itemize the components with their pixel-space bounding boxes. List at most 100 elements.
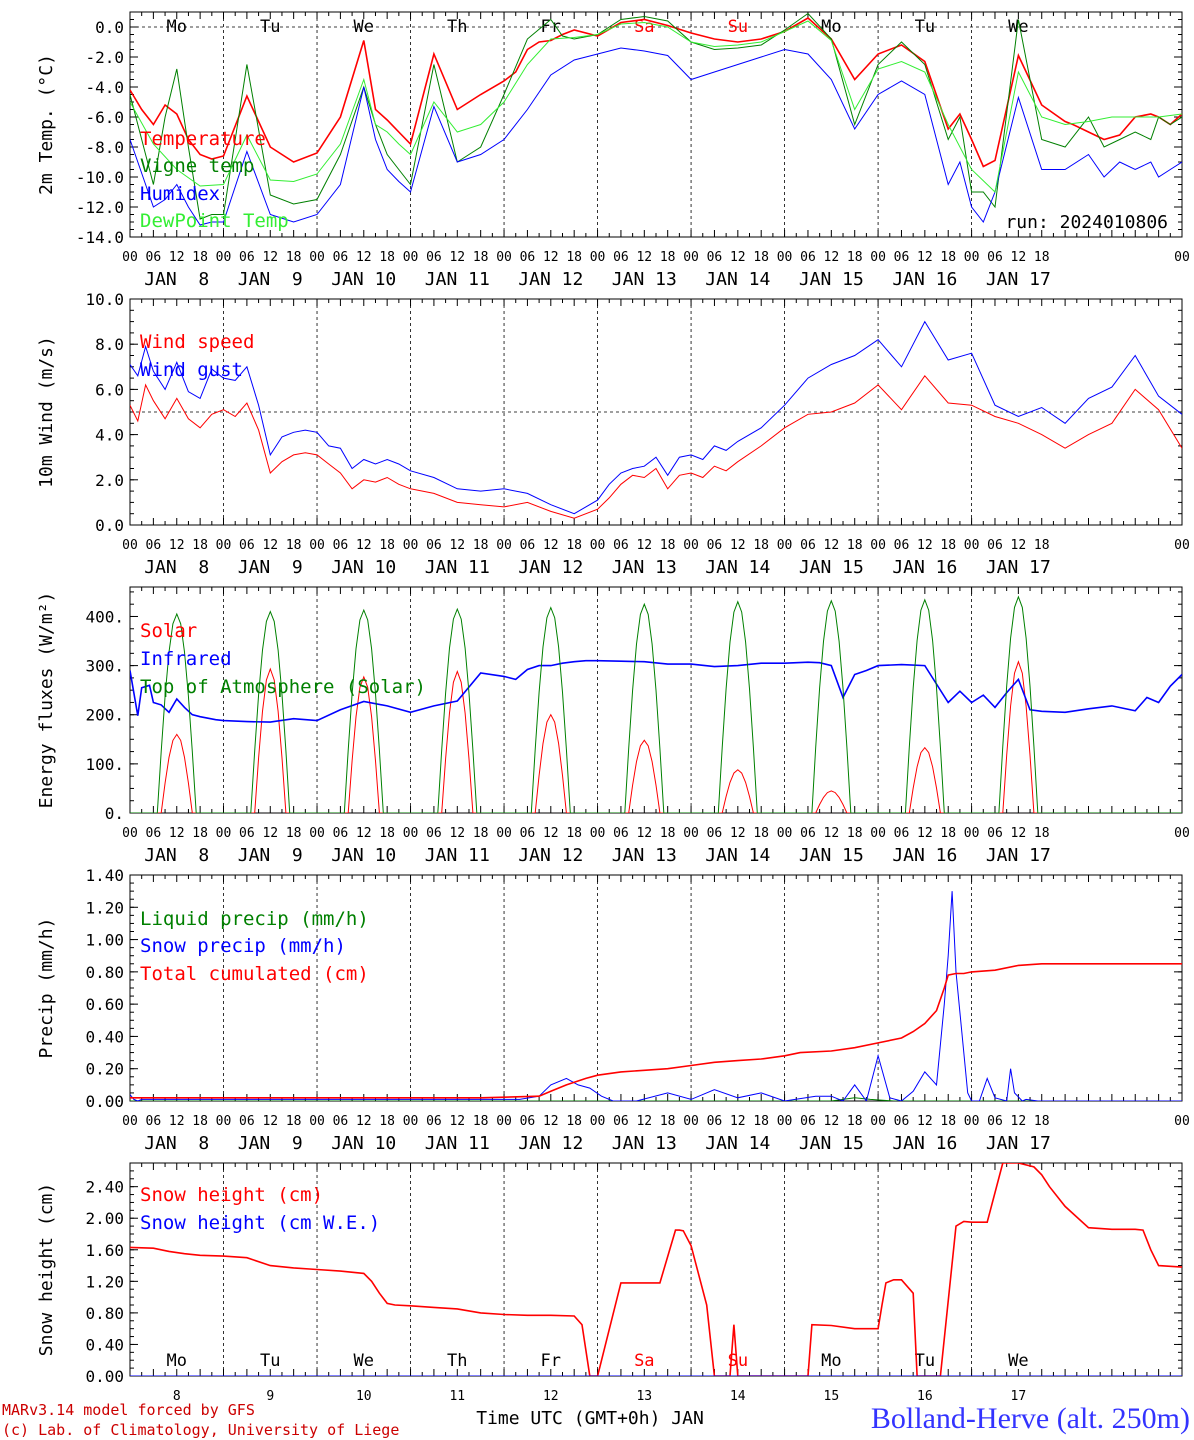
hour-label: 12 xyxy=(543,1114,559,1129)
hour-label: 18 xyxy=(753,1114,769,1129)
hour-label: 06 xyxy=(520,538,536,553)
date-label: JAN 11 xyxy=(425,557,490,578)
hour-label: 00 xyxy=(309,538,325,553)
weekday-label: Tu xyxy=(260,1351,280,1371)
hour-label: 12 xyxy=(824,826,840,841)
hour-label: 12 xyxy=(262,538,278,553)
date-label: JAN 14 xyxy=(705,269,770,290)
y-axis-label: Snow height (cm) xyxy=(36,1183,57,1356)
hour-label: 12 xyxy=(636,538,652,553)
date-label: JAN 11 xyxy=(425,845,490,866)
hour-label: 00 xyxy=(122,826,138,841)
date-label: JAN 14 xyxy=(705,845,770,866)
hour-label: 00 xyxy=(309,826,325,841)
date-label: JAN 10 xyxy=(331,845,396,866)
date-label: JAN 13 xyxy=(612,269,677,290)
hour-label: 12 xyxy=(169,826,185,841)
hour-label: 00 xyxy=(590,250,606,265)
day-number-label: 9 xyxy=(266,1389,274,1404)
run-label: run: 2024010806 xyxy=(1005,212,1168,233)
y-tick-label: -2.0 xyxy=(85,48,124,67)
hour-label: 00 xyxy=(496,538,512,553)
hour-label: 06 xyxy=(426,826,442,841)
hour-label: 12 xyxy=(356,826,372,841)
legend-entry: Snow height (cm) xyxy=(140,1184,323,1206)
y-tick-label: 10.0 xyxy=(85,290,124,309)
weekday-label: Th xyxy=(447,17,467,37)
day-number-label: 12 xyxy=(543,1389,559,1404)
y-tick-label: 0.00 xyxy=(85,1092,124,1111)
hour-label: 12 xyxy=(262,826,278,841)
date-label: JAN 12 xyxy=(518,845,583,866)
y-tick-label: 1.20 xyxy=(85,898,124,917)
date-label: JAN 14 xyxy=(705,1133,770,1154)
series-line-humidex xyxy=(130,47,1182,226)
y-tick-label: 1.60 xyxy=(85,1241,124,1260)
series-line-snow-height-cm- xyxy=(130,1163,1182,1376)
hour-label: 06 xyxy=(800,250,816,265)
hour-label: 12 xyxy=(356,1114,372,1129)
hour-label: 06 xyxy=(613,538,629,553)
hour-label: 00 xyxy=(683,250,699,265)
date-label: JAN 13 xyxy=(612,1133,677,1154)
legend-entry: Liquid precip (mm/h) xyxy=(140,908,369,930)
hour-label: 00 xyxy=(870,1114,886,1129)
hour-label: 00 xyxy=(683,538,699,553)
date-label: JAN 15 xyxy=(799,557,864,578)
date-label: JAN 8 xyxy=(144,845,209,866)
hour-label: 12 xyxy=(917,250,933,265)
hour-label: 12 xyxy=(1011,1114,1027,1129)
y-tick-label: 200. xyxy=(85,706,124,725)
panel-4: 1.40 1.20 1.00 0.80 0.60 0.40 0.20 0.00 Precip (… xyxy=(36,866,1190,1154)
day-number-label: 8 xyxy=(173,1389,181,1404)
copyright: (c) Lab. of Climatology, University of L… xyxy=(2,1421,399,1439)
day-number-label: 17 xyxy=(1011,1389,1027,1404)
hour-label: 06 xyxy=(426,250,442,265)
hour-label: 12 xyxy=(917,826,933,841)
y-tick-label: 400. xyxy=(85,607,124,626)
hour-label: 12 xyxy=(449,538,465,553)
hour-label: 06 xyxy=(894,538,910,553)
hour-label: 06 xyxy=(707,826,723,841)
hour-label: 12 xyxy=(1011,826,1027,841)
hour-label: 12 xyxy=(636,826,652,841)
day-number-label: 11 xyxy=(449,1389,465,1404)
hour-label: 18 xyxy=(286,826,302,841)
hour-label: 00 xyxy=(870,250,886,265)
date-label: JAN 14 xyxy=(705,557,770,578)
hour-label: 18 xyxy=(379,826,395,841)
hour-label: 06 xyxy=(987,826,1003,841)
hour-label: 00 xyxy=(216,250,232,265)
weekday-label: We xyxy=(354,17,374,37)
hour-label: 00 xyxy=(216,538,232,553)
hour-label: 00 xyxy=(216,826,232,841)
hour-label: 00 xyxy=(590,1114,606,1129)
hour-label: 00 xyxy=(964,826,980,841)
y-tick-label: 0.0 xyxy=(95,18,124,37)
day-number-label: 14 xyxy=(730,1389,746,1404)
day-number-label: 10 xyxy=(356,1389,372,1404)
hour-label: 18 xyxy=(1034,1114,1050,1129)
hour-label: 18 xyxy=(286,538,302,553)
day-number-label: 15 xyxy=(824,1389,840,1404)
date-label: JAN 9 xyxy=(238,269,303,290)
hour-label: 06 xyxy=(613,250,629,265)
hour-label: 00 xyxy=(1174,1114,1190,1129)
weekday-label: We xyxy=(1008,1351,1028,1371)
y-axis-label: 10m Wind (m/s) xyxy=(36,336,57,488)
weekday-label: Fr xyxy=(541,17,561,37)
hour-label: 18 xyxy=(940,250,956,265)
hour-label: 06 xyxy=(426,538,442,553)
y-tick-label: 1.00 xyxy=(85,931,124,950)
hour-label: 12 xyxy=(824,1114,840,1129)
weekday-label: We xyxy=(1008,17,1028,37)
hour-label: 18 xyxy=(1034,250,1050,265)
hour-label: 12 xyxy=(1011,250,1027,265)
hour-label: 06 xyxy=(333,538,349,553)
legend-entry: Vigne temp xyxy=(140,155,254,177)
hour-label: 00 xyxy=(403,1114,419,1129)
hour-label: 12 xyxy=(169,1114,185,1129)
model-credit: MARv3.14 model forced by GFS xyxy=(2,1401,255,1419)
